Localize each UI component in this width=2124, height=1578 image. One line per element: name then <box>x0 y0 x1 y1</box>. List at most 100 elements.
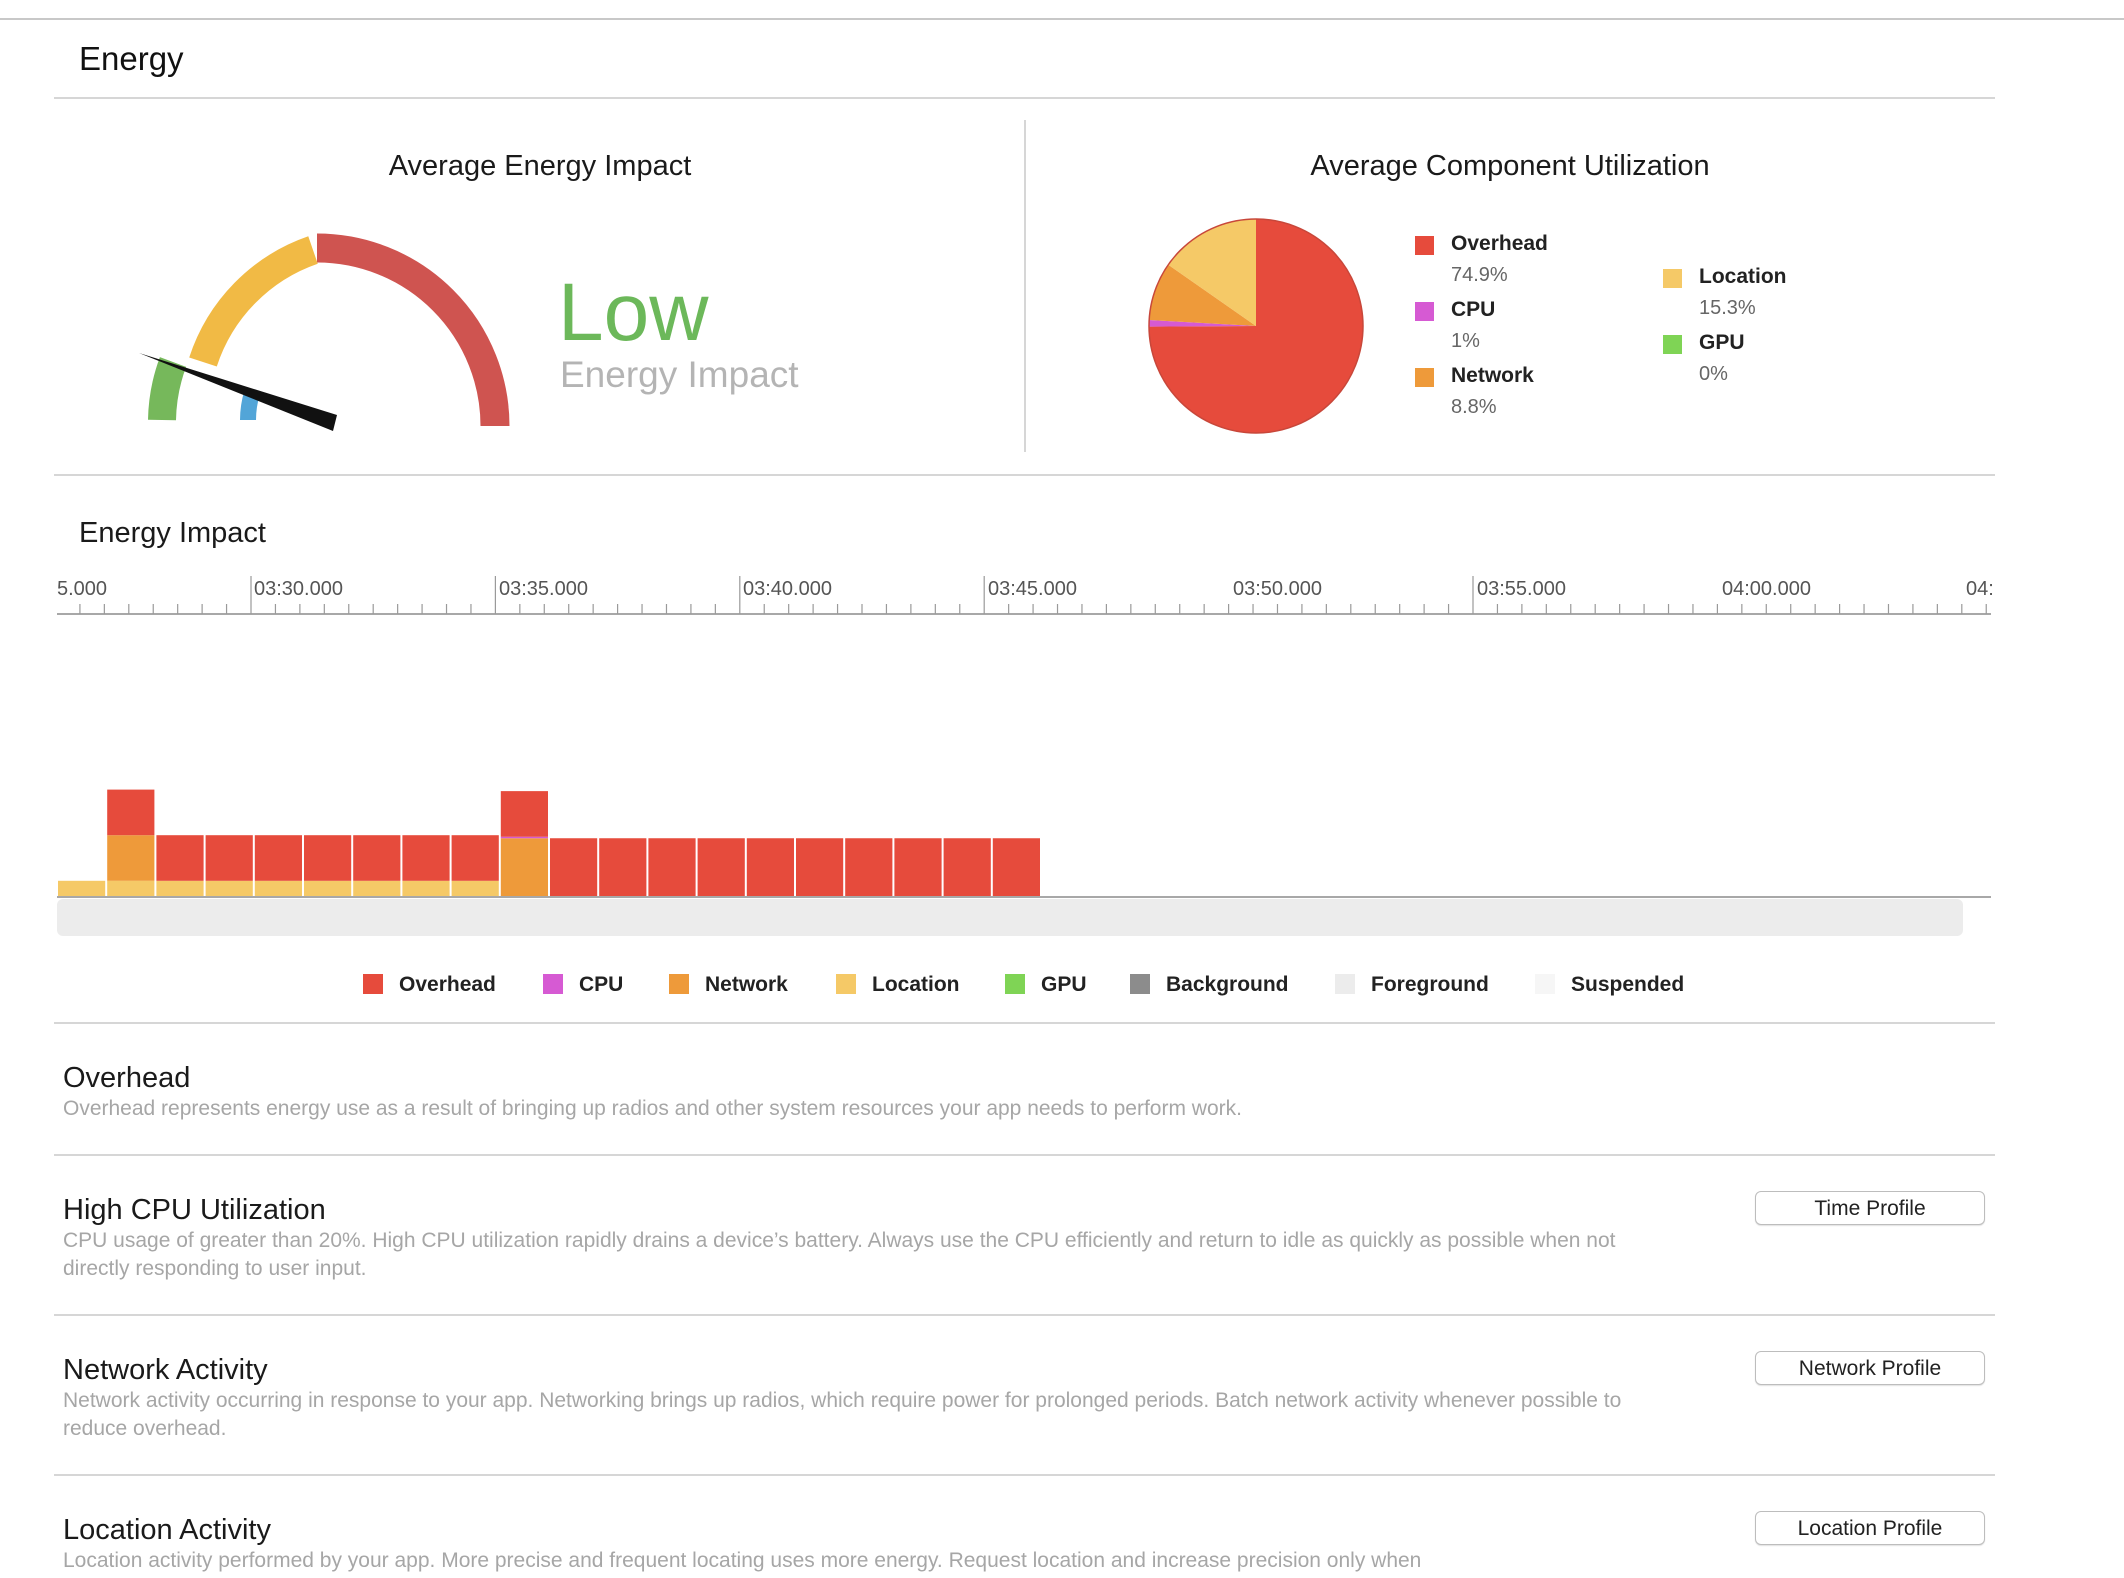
tick-label: 03:45.000 <box>988 578 1077 600</box>
utilization-pie <box>1148 218 1364 434</box>
cpu-swatch <box>1415 302 1434 321</box>
bar-segment-overhead <box>943 838 991 896</box>
vertical-divider <box>1024 120 1026 452</box>
bar-segment-cpu <box>500 836 548 839</box>
gauge-segment-green <box>148 357 187 421</box>
legend-label: Network <box>705 973 788 996</box>
pie-legend-name: Location <box>1699 265 1787 288</box>
legend-swatch <box>1535 974 1555 994</box>
pie-legend-value: 74.9% <box>1451 264 1508 286</box>
tick-label: 04: <box>1966 578 1994 600</box>
tick-label: 03:55.000 <box>1477 578 1566 600</box>
network-swatch <box>1415 368 1434 387</box>
bar-segment-overhead <box>845 838 893 896</box>
bar-segment-overhead <box>599 838 647 896</box>
bar-segment-overhead <box>796 838 844 896</box>
energy-gauge <box>139 233 510 431</box>
pie-legend-value: 1% <box>1451 330 1480 352</box>
bar-segment-location <box>205 880 253 896</box>
bar-segment-location <box>254 880 302 896</box>
network-activity-title: Network Activity <box>63 1354 268 1386</box>
pie-slice-overhead <box>1149 219 1363 433</box>
divider <box>54 1154 1995 1156</box>
overhead-title: Overhead <box>63 1062 191 1094</box>
bar-segment-location <box>156 880 204 896</box>
legend-swatch <box>836 974 856 994</box>
overhead-description: Overhead represents energy use as a resu… <box>63 1097 1242 1120</box>
divider <box>54 1022 1995 1024</box>
legend-label: GPU <box>1041 973 1087 996</box>
pie-legend-name: GPU <box>1699 331 1745 354</box>
tick-label: 5.000 <box>57 578 108 600</box>
legend-label: Background <box>1166 973 1289 996</box>
location-profile-button[interactable]: Location Profile <box>1755 1511 1985 1545</box>
pie-legend-name: CPU <box>1451 298 1496 321</box>
tick-label: 03:35.000 <box>499 578 588 600</box>
bar-segment-overhead <box>550 838 598 896</box>
bar-segment-overhead <box>746 838 794 896</box>
high-cpu-title: High CPU Utilization <box>63 1194 326 1226</box>
legend-label: Location <box>872 973 960 996</box>
top-border <box>0 18 2124 20</box>
bar-segment-network <box>500 838 548 896</box>
bar-segment-overhead <box>254 835 302 881</box>
tick-label: 03:50.000 <box>1233 578 1322 600</box>
bar-segment-overhead <box>992 838 1040 896</box>
page-title: Energy <box>79 40 184 77</box>
bar-segment-overhead <box>894 838 942 896</box>
bar-segment-location <box>58 880 106 896</box>
location-activity-title: Location Activity <box>63 1514 271 1546</box>
legend-label: Overhead <box>399 973 496 996</box>
bar-segment-overhead <box>648 838 696 896</box>
divider <box>54 1314 1995 1316</box>
pie-legend-value: 15.3% <box>1699 297 1756 319</box>
pie-legend-value: 0% <box>1699 363 1728 385</box>
tick-label: 03:30.000 <box>254 578 343 600</box>
network-profile-button[interactable]: Network Profile <box>1755 1351 1985 1385</box>
legend-label: Foreground <box>1371 973 1489 996</box>
legend-swatch <box>1005 974 1025 994</box>
high-cpu-description: CPU usage of greater than 20%. High CPU … <box>63 1229 1616 1280</box>
location-swatch <box>1663 269 1682 288</box>
network-activity-description: Network activity occurring in response t… <box>63 1389 1622 1440</box>
legend-swatch <box>1130 974 1150 994</box>
bar-segment-overhead <box>205 835 253 881</box>
legend-swatch <box>669 974 689 994</box>
time-profile-button[interactable]: Time Profile <box>1755 1191 1985 1225</box>
tick-label: 04:00.000 <box>1722 578 1811 600</box>
energy-level: Low <box>558 267 709 358</box>
bar-segment-overhead <box>402 835 450 881</box>
bar-segment-overhead <box>451 835 499 881</box>
bar-segment-overhead <box>156 835 204 881</box>
gauge-segment-red <box>316 233 510 427</box>
bar-segment-overhead <box>697 838 745 896</box>
bar-segment-overhead <box>500 791 548 837</box>
bar-segment-location <box>451 880 499 896</box>
overhead-swatch <box>1415 236 1434 255</box>
bar-segment-overhead <box>304 835 352 881</box>
bar-segment-location <box>107 880 155 896</box>
divider <box>54 1474 1995 1476</box>
gauge-segment-yellow <box>189 236 319 367</box>
bar-segment-network <box>107 835 155 881</box>
bar-segment-location <box>402 880 450 896</box>
legend-swatch <box>543 974 563 994</box>
pie-legend-name: Overhead <box>1451 232 1548 255</box>
divider <box>54 474 1995 476</box>
pie-slice-network <box>1149 264 1256 326</box>
divider <box>54 97 1995 99</box>
pie-slice-location <box>1168 219 1256 326</box>
bar-segment-location <box>304 880 352 896</box>
location-activity-description: Location activity performed by your app.… <box>63 1549 1422 1572</box>
component-utilization-title: Average Component Utilization <box>1310 150 1710 182</box>
bar-segment-overhead <box>107 789 155 836</box>
legend-label: CPU <box>579 973 624 996</box>
legend-swatch <box>363 974 383 994</box>
timeline-ruler[interactable] <box>0 570 2124 620</box>
bar-segment-overhead <box>353 835 401 881</box>
tick-label: 03:40.000 <box>743 578 832 600</box>
energy-impact-bars <box>57 789 1991 898</box>
gpu-swatch <box>1663 335 1682 354</box>
energy-level-label: Energy Impact <box>560 354 799 395</box>
timeline-scrollbar[interactable] <box>57 899 1963 936</box>
